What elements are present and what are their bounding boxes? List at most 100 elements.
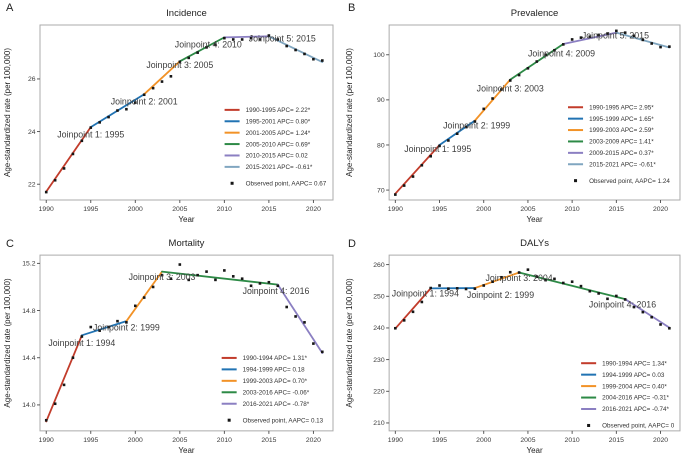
observed-point <box>482 107 486 111</box>
y-tick-label: 100 <box>373 52 385 59</box>
y-axis-label: Age-standardized rate (per 100,000) <box>345 278 354 408</box>
joinpoint-annotation: Joinpoint 1: 1995 <box>57 129 124 139</box>
observed-point <box>267 280 271 284</box>
panel-title: Incidence <box>166 8 207 19</box>
observed-point <box>89 126 93 129</box>
panel-mortality: C Mortality 1990 1995 2000 2005 2010 2015 2020 Y… <box>0 230 342 461</box>
observed-point <box>178 60 182 64</box>
legend-label: 1995-2001 APC= 0.80* <box>246 118 311 125</box>
x-tick-label: 2020 <box>306 206 321 213</box>
observed-point <box>526 268 530 271</box>
x-axis-label: Year <box>178 446 194 455</box>
joinpoint-annotation: Joinpoint 2: 1999 <box>93 323 160 333</box>
observed-point <box>464 125 468 129</box>
legend-label: Observed point, AAPC= 0 <box>602 423 675 430</box>
legend: 1990-1995 APC= 2.22* 1995-2001 APC= 0.80*… <box>224 107 327 187</box>
observed-point <box>125 321 128 324</box>
observed-point <box>303 52 306 56</box>
observed-point <box>285 44 288 48</box>
x-tick-label: 2005 <box>172 437 187 444</box>
x-axis-label: Year <box>526 215 543 224</box>
plot-area <box>39 254 334 432</box>
x-tick-label: 2005 <box>172 206 187 213</box>
observed-point <box>464 287 468 291</box>
observed-point <box>632 34 636 38</box>
legend-label: 2016-2021 APC= -0.78* <box>243 401 310 408</box>
observed-point <box>223 36 226 40</box>
y-tick-label: 24 <box>28 129 36 136</box>
trend-segment <box>80 320 128 337</box>
observed-point <box>535 60 539 63</box>
observed-point <box>62 383 66 387</box>
y-tick-label: 14.0 <box>22 402 35 409</box>
x-tick-label: 2010 <box>565 206 580 213</box>
legend-label: 1990-1994 APC= 1.34* <box>602 360 667 367</box>
observed-point <box>553 48 556 52</box>
legend-item: 2004-2016 APC= -0.31* <box>581 395 670 402</box>
observed-point <box>196 273 199 277</box>
joinpoint-annotation: Joinpoint 4: 2009 <box>528 49 595 59</box>
observed-point <box>214 278 217 282</box>
trend-segment <box>394 287 432 330</box>
legend: 1990-1995 APC= 2.95* 1995-1999 APC= 1.65*… <box>568 104 670 185</box>
trend-segment <box>473 271 520 289</box>
x-tick-label: 1990 <box>39 437 54 444</box>
observed-point <box>107 325 110 329</box>
observed-point <box>178 263 182 266</box>
observed-point <box>116 319 119 323</box>
observed-point <box>71 152 75 156</box>
observed-point <box>482 284 486 287</box>
joinpoint-annotation: Joinpoint 2: 1999 <box>467 290 534 300</box>
observed-point <box>258 282 262 285</box>
legend-point-swatch <box>227 418 231 422</box>
observed-point <box>71 356 75 360</box>
legend: 1990-1994 APC= 1.34* 1994-1999 APC= 0.03 1… <box>581 360 675 430</box>
observed-point <box>151 86 155 90</box>
x-tick-label: 2010 <box>217 437 232 444</box>
y-tick-label: 240 <box>373 325 385 332</box>
observed-point <box>420 163 424 167</box>
legend-label: 1990-1995 APC= 2.22* <box>246 107 311 114</box>
observed-point <box>500 275 503 279</box>
legend-label: 1999-2003 APC= 0.70* <box>243 378 308 385</box>
legend-label: 2016-2021 APC= -0.74* <box>602 406 669 413</box>
panel-prevalence: B Prevalence 1990 1995 2000 2005 2010 2015 2020… <box>342 0 685 230</box>
observed-point <box>455 287 459 290</box>
panel-letter-a: A <box>6 2 14 14</box>
legend-item: 1990-1995 APC= 2.95* <box>568 104 654 111</box>
observed-point <box>160 80 164 83</box>
observed-point <box>447 139 450 142</box>
legend-item: 2015-2021 APC= -0.61* <box>568 161 656 168</box>
trend-segment <box>624 298 671 329</box>
observed-point <box>411 310 415 314</box>
x-tick-label: 2020 <box>653 206 668 213</box>
legend-item-observed: Observed point, AAPC= 0.67 <box>230 180 327 187</box>
observed-points <box>394 268 671 330</box>
y-tick-label: 90 <box>377 97 385 104</box>
trend-segment <box>45 126 92 193</box>
legend-item: 1999-2004 APC= 0.40* <box>581 383 667 390</box>
observed-point <box>125 107 128 111</box>
observed-point <box>240 38 244 41</box>
observed-point <box>214 43 217 47</box>
x-tick-label: 2010 <box>217 206 232 213</box>
legend-label: Observed point, AAPC= 1.24 <box>589 178 670 185</box>
observed-point <box>570 38 574 41</box>
plot-area <box>388 254 681 432</box>
x-axis: 1990 1995 2000 2005 2010 2015 2020 Year <box>39 430 321 455</box>
observed-point <box>231 38 235 41</box>
joinpoint-annotation: Joinpoint 4: 2016 <box>589 300 656 310</box>
observed-point <box>98 329 101 332</box>
x-tick-label: 2000 <box>128 206 143 213</box>
y-tick-label: 14.8 <box>22 308 35 315</box>
y-tick-label: 250 <box>373 294 385 301</box>
y-tick-label: 220 <box>373 389 385 396</box>
legend-item: 2016-2021 APC= -0.78* <box>221 401 310 408</box>
observed-point <box>205 46 208 49</box>
observed-point <box>142 93 146 97</box>
observed-point <box>650 42 653 45</box>
observed-point <box>597 33 600 37</box>
observed-point <box>588 35 592 39</box>
joinpoint-annotation: Joinpoint 3: 2003 <box>129 272 196 282</box>
observed-point <box>668 326 671 330</box>
